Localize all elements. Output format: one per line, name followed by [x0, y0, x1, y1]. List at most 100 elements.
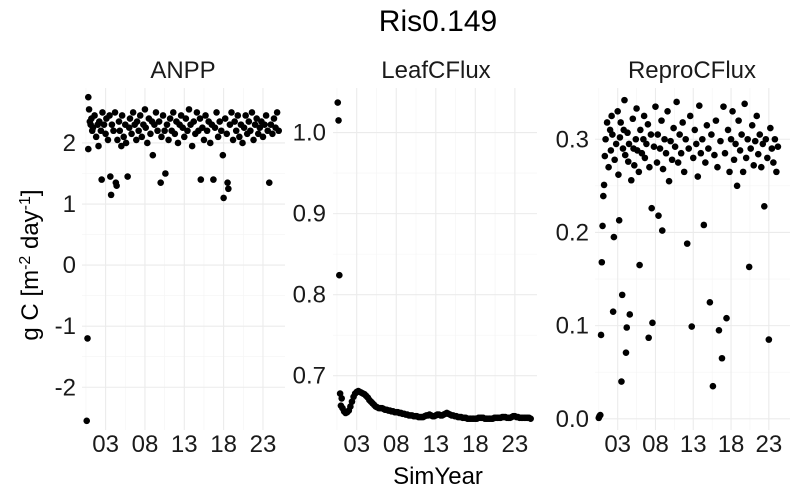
facet-strip-label: ANPP [150, 57, 215, 84]
data-point [649, 319, 656, 327]
data-point [200, 136, 208, 144]
y-tick-label: 0 [63, 252, 76, 279]
data-point [644, 121, 652, 128]
data-point [717, 137, 724, 145]
data-point [256, 124, 264, 131]
data-point [231, 118, 238, 125]
data-point [702, 159, 709, 166]
data-point [114, 136, 121, 144]
data-point [652, 103, 659, 110]
data-point [166, 115, 174, 122]
data-point [107, 191, 115, 199]
data-point [610, 233, 618, 241]
data-point [609, 131, 616, 138]
data-point [135, 127, 142, 135]
data-point [220, 194, 227, 202]
data-point [108, 121, 116, 128]
data-point [615, 171, 622, 178]
data-point [97, 127, 105, 135]
data-point [696, 102, 703, 110]
data-point [99, 109, 106, 116]
data-point [223, 130, 231, 138]
data-point [120, 133, 128, 141]
data-point [334, 99, 342, 106]
data-point [723, 314, 730, 322]
x-tick-label: 23 [755, 431, 782, 458]
data-point [270, 115, 278, 122]
y-tick-label: -1 [55, 313, 76, 340]
data-point [211, 124, 219, 131]
data-point [182, 115, 190, 122]
data-point [732, 140, 739, 148]
facet-strip-label: ReproCFlux [628, 57, 756, 84]
data-point [154, 127, 161, 135]
data-point [267, 121, 275, 128]
data-point [190, 118, 198, 125]
data-point [676, 131, 683, 138]
data-point [655, 212, 662, 219]
data-point [631, 162, 638, 169]
data-point [149, 151, 157, 159]
y-tick-label: 0.2 [556, 219, 589, 246]
data-point [152, 109, 160, 116]
data-point [174, 139, 182, 147]
data-point [95, 142, 102, 150]
data-point [699, 135, 706, 143]
data-point [162, 170, 169, 177]
data-point [692, 140, 700, 148]
data-point [721, 149, 729, 157]
data-point [163, 121, 171, 128]
data-point [689, 154, 697, 162]
data-point [264, 127, 271, 135]
data-point [180, 133, 188, 141]
data-point [664, 107, 671, 115]
data-point [165, 136, 172, 144]
y-tick-label: 0.9 [293, 201, 326, 228]
data-point [622, 349, 630, 356]
data-point [682, 135, 689, 143]
data-point [621, 151, 629, 159]
data-point [661, 135, 668, 143]
data-point [89, 124, 97, 131]
data-point [727, 135, 735, 143]
data-point [184, 127, 191, 135]
x-tick-label: 03 [604, 431, 631, 458]
data-point [677, 149, 685, 157]
data-point [603, 119, 611, 126]
x-tick-label: 03 [343, 431, 370, 458]
y-axis-label: g C [m-2 day-1] [17, 189, 44, 340]
data-point [621, 96, 628, 104]
data-point [703, 121, 711, 129]
data-point [601, 152, 609, 160]
data-point [656, 145, 664, 152]
data-point [753, 112, 761, 120]
data-point [159, 112, 167, 119]
data-point [144, 139, 151, 147]
y-tick-label: 0.1 [556, 313, 589, 340]
x-axis-label: SimYear [393, 463, 483, 490]
data-point [619, 145, 627, 152]
data-point [232, 127, 240, 135]
data-point [694, 173, 702, 180]
data-point [750, 162, 758, 169]
data-point [774, 143, 782, 151]
data-point [624, 129, 631, 137]
x-tick-label: 18 [210, 431, 237, 458]
data-point [624, 158, 632, 165]
data-point [228, 109, 235, 116]
data-point [250, 136, 257, 144]
data-point [646, 163, 653, 171]
data-point [239, 139, 246, 147]
data-point [729, 107, 736, 115]
data-point [115, 118, 123, 125]
data-point [275, 127, 283, 135]
data-point [224, 179, 231, 186]
data-point [665, 177, 673, 185]
x-tick-label: 23 [502, 431, 529, 458]
panel-leafcflux: 1.0 0.9 0.8 0.7 03 08 13 18 23 LeafCFlux [293, 57, 537, 458]
data-point [269, 130, 276, 138]
data-point [658, 227, 666, 234]
data-point [92, 133, 100, 141]
data-point [670, 124, 677, 132]
data-point [84, 93, 92, 101]
